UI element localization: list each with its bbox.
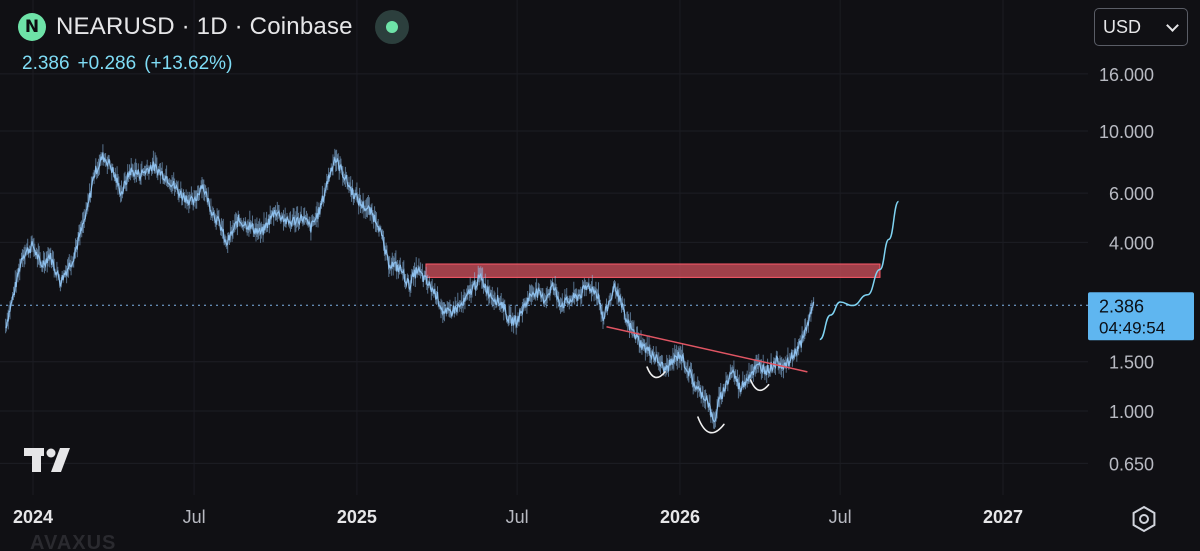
x-tick-label: 2026 — [660, 507, 700, 527]
projection-curve — [819, 200, 900, 341]
x-tick-label: 2025 — [337, 507, 377, 527]
tradingview-logo-icon — [24, 448, 70, 472]
price-series-layer — [5, 144, 815, 429]
resistance-zone-layer — [425, 263, 881, 278]
currency-value: USD — [1103, 16, 1142, 37]
y-tick-label: 0.650 — [1109, 454, 1154, 474]
y-tick-label: 4.000 — [1109, 233, 1154, 253]
price-series-line — [5, 152, 815, 423]
x-tick-label: Jul — [506, 507, 529, 527]
pattern-arc — [697, 416, 725, 434]
pattern-arc — [646, 366, 666, 379]
y-tick-label: 1.500 — [1109, 353, 1154, 373]
near-logo-icon: N — [18, 13, 46, 41]
pattern-arc — [749, 379, 770, 392]
chevron-down-icon — [1166, 18, 1179, 32]
x-tick-label: Jul — [829, 507, 852, 527]
price-label-countdown: 04:49:54 — [1099, 318, 1165, 337]
symbol-title[interactable]: NEARUSD · 1D · Coinbase — [56, 13, 353, 40]
y-tick-label: 1.000 — [1109, 402, 1154, 422]
y-tick-label: 6.000 — [1109, 184, 1154, 204]
chart-settings-icon[interactable] — [1130, 505, 1158, 533]
axis-layer: 16.000 10.000 6.000 4.000 1.500 1.000 0.650 202… — [13, 65, 1194, 527]
annotation-layer — [0, 200, 1088, 434]
currency-select[interactable]: USD — [1094, 8, 1188, 46]
author-watermark: AVAXUS — [30, 532, 117, 551]
x-tick-label: Jul — [183, 507, 206, 527]
price-candle-wicks — [5, 144, 815, 429]
price-change: +0.286 — [77, 53, 137, 74]
current-price: 2.386 — [22, 53, 70, 74]
market-status-button[interactable] — [374, 10, 409, 44]
market-open-dot-icon — [385, 21, 398, 33]
price-change-percent: (+13.62%) — [144, 53, 233, 74]
chart-header: N NEARUSD · 1D · Coinbase — [18, 10, 409, 44]
y-tick-label: 16.000 — [1099, 65, 1154, 85]
y-tick-label: 10.000 — [1099, 122, 1154, 142]
x-tick-label: 2027 — [983, 507, 1023, 527]
price-label-box — [1088, 292, 1194, 341]
descending-trendline — [606, 325, 808, 373]
x-tick-label: 2024 — [13, 507, 53, 527]
price-summary: 2.386 +0.286 (+13.62%) — [22, 53, 240, 75]
price-label-value: 2.386 — [1099, 296, 1144, 316]
resistance-zone — [425, 263, 881, 278]
